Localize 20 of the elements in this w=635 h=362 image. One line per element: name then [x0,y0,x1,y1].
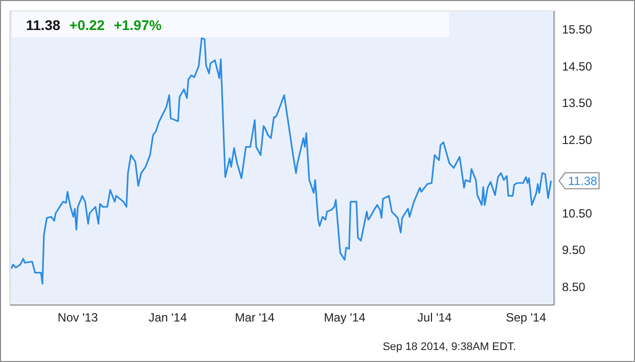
y-tick-label: 12.50 [562,132,592,147]
line-series [10,37,552,284]
y-tick-label: 8.50 [562,280,586,294]
annotation: +1.97% [114,16,162,32]
x-tick-label: Mar '14 [234,310,275,325]
chart-title: 11.38 [26,16,60,32]
header-panel: 11.38 +0.22 +1.97% [12,12,449,37]
annotation: +0.22 [69,16,105,32]
y-tick-label: 13.50 [562,96,592,110]
x-tick-label: Jan '14 [148,310,188,325]
y-tick-label: 15.50 [562,22,592,37]
x-tick-label: May '14 [324,310,366,325]
y-tick-label: 9.50 [562,243,586,258]
text: Sep 18 2014, 9:38AM EDT. [382,341,516,353]
x-tick-label: Nov '13 [58,310,98,325]
x-tick-label: Jul '14 [417,310,452,325]
y-tick-label: 10.50 [562,206,592,220]
annotation: 11.38 [568,174,598,188]
x-tick-label: Sep '14 [506,310,546,325]
y-tick-label: 14.50 [562,59,592,74]
